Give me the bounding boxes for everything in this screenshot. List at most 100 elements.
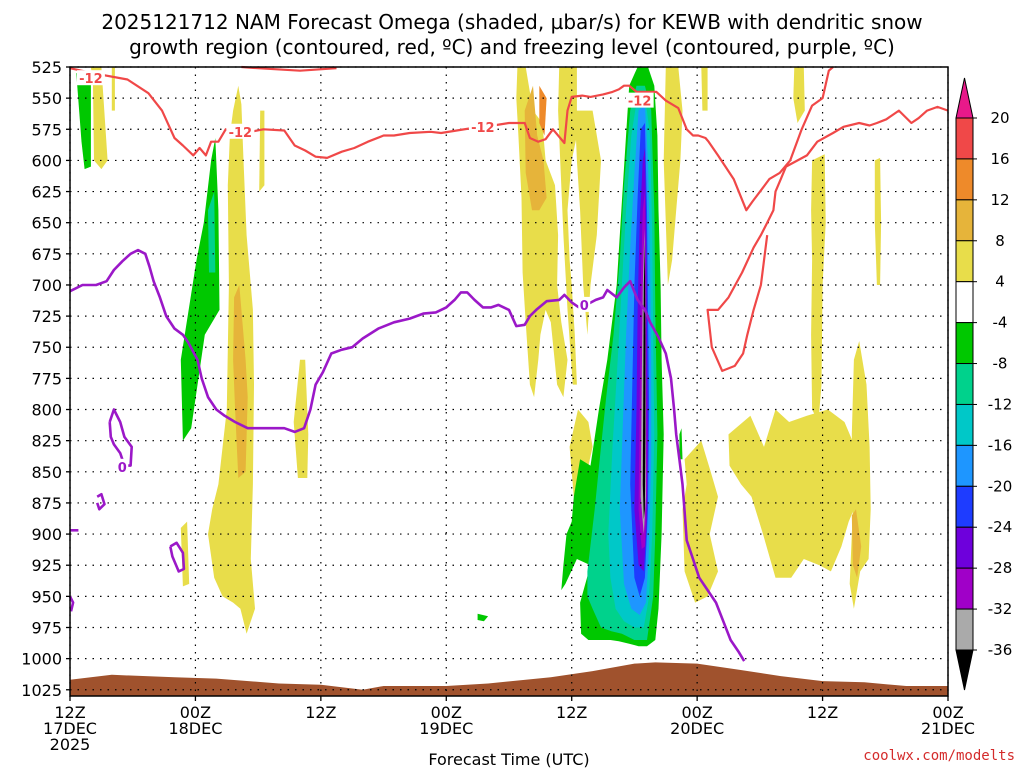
omega-region-33 [849,341,871,609]
colorbar: 20 16 12 8 4 -4 -8 -12 -16 -20 -24 -28 -32 -36 [955,77,1013,691]
colorbar-box-10 [955,526,974,569]
colorbar-label-3: 8 [995,232,1005,250]
x-tick-label-72-line1: 12Z [807,703,838,722]
y-tick-label-825: 825 [31,432,62,451]
colorbar-box-8 [955,444,974,487]
dgz-label-bg-3 [625,92,654,108]
colorbar-box-3 [955,240,974,283]
y-tick-label-675: 675 [31,245,62,264]
omega-region-25 [477,613,489,622]
x-axis-label: Forecast Time (UTC) [428,750,589,768]
colorbar-box-0 [955,117,974,160]
freezing-label-1: 0 [118,461,127,476]
y-tick-label-925: 925 [31,556,62,575]
omega-region-29 [682,440,718,603]
terrain-polygon [70,662,948,696]
x-tick-label-60-line1: 00Z [681,703,712,722]
dgz-label-2: -12 [471,121,495,136]
x-tick-label-60-line2: 20DEC [670,719,724,738]
chart-title-line1: 2025121712 NAM Forecast Omega (shaded, µ… [101,10,922,34]
x-tick-label-0-line3: 2025 [50,735,91,754]
x-tick-label-84-line2: 21DEC [921,719,975,738]
freezing-contour-stub_e [68,595,75,612]
omega-region-1 [76,70,91,170]
dgz-label-0: -12 [79,72,103,87]
omega-region-27 [663,67,683,285]
y-axis: 525 550 575 600 625 650 675 700 725 750 775 800 825 8… [21,58,70,700]
colorbar-label-11: -28 [988,559,1013,577]
freezing-contour-loop_a [108,408,133,467]
x-tick-label-36-line2: 19DEC [419,719,473,738]
colorbar-box-2 [955,199,974,242]
y-tick-label-575: 575 [31,120,62,139]
dgz-label-3: -12 [628,95,652,110]
omega-region-30 [728,409,860,578]
freezing-contour-loop_b [95,492,106,511]
y-tick-label-800: 800 [31,401,62,420]
dgz-label-bg-0 [76,70,105,86]
x-tick-label-0-line1: 12Z [54,703,85,722]
freezing-contour-main_line [69,248,746,662]
contours: -12 -12 -12 -12 0 0 [68,65,949,662]
colorbar-label-6: -8 [993,355,1008,373]
colorbar-label-7: -12 [988,395,1013,413]
y-tick-label-550: 550 [31,89,62,108]
omega-region-32 [811,154,826,422]
colorbar-box-7 [955,403,974,446]
colorbar-label-5: -4 [993,314,1008,332]
omega-shading [76,67,882,647]
freezing-label-0: 0 [580,299,589,314]
x-tick-label-12-line1: 00Z [180,703,211,722]
colorbar-box-9 [955,485,974,528]
y-tick-label-775: 775 [31,369,62,388]
omega-region-35 [874,157,882,285]
omega-region-12 [539,85,547,136]
omega-region-9 [111,67,115,111]
omega-region-0 [90,67,108,170]
colorbar-box-1 [955,158,974,201]
omega-region-26 [679,428,683,460]
terrain-fill [70,662,948,696]
y-tick-label-700: 700 [31,276,62,295]
omega-region-3 [208,191,216,273]
colorbar-box-4 [955,281,974,324]
x-tick-label-36-line1: 00Z [431,703,462,722]
colorbar-label-2: 12 [990,191,1009,209]
colorbar-label-10: -24 [988,518,1013,536]
dgz-contour-top_line [69,66,834,212]
dgz-contour-bottom_line [706,105,949,372]
x-tick-label-12-line2: 18DEC [168,719,222,738]
colorbar-box-5 [955,322,974,365]
y-tick-label-900: 900 [31,525,62,544]
y-tick-label-1000: 1000 [21,650,62,669]
omega-region-11 [524,85,547,211]
omega-region-7 [293,359,309,478]
omega-region-28 [701,67,708,111]
colorbar-label-12: -32 [988,600,1013,618]
colorbar-bottom-arrow [955,649,974,691]
freezing-label-bg-1 [116,458,129,474]
colorbar-label-0: 20 [990,109,1009,127]
freezing-label-bg-0 [578,296,591,312]
x-tick-label-24-line1: 12Z [305,703,336,722]
y-tick-label-625: 625 [31,183,62,202]
freezing-contour-loop_c [169,541,186,573]
colorbar-label-9: -20 [988,477,1013,495]
plot-frame [69,66,949,697]
y-tick-label-525: 525 [31,58,62,77]
y-tick-label-950: 950 [31,587,62,606]
colorbar-label-13: -36 [988,641,1013,659]
x-tick-label-84-line1: 00Z [932,703,963,722]
omega-region-34 [851,509,862,578]
dgz-label-bg-1 [226,123,255,139]
y-tick-label-725: 725 [31,307,62,326]
chart-title-line2: growth region (contoured, red, ºC) and f… [129,35,895,59]
y-tick-label-600: 600 [31,151,62,170]
omega-region-13 [558,67,577,385]
y-tick-label-750: 750 [31,338,62,357]
y-tick-label-650: 650 [31,214,62,233]
y-tick-label-850: 850 [31,463,62,482]
colorbar-box-6 [955,363,974,405]
dgz-label-1: -12 [229,126,253,141]
